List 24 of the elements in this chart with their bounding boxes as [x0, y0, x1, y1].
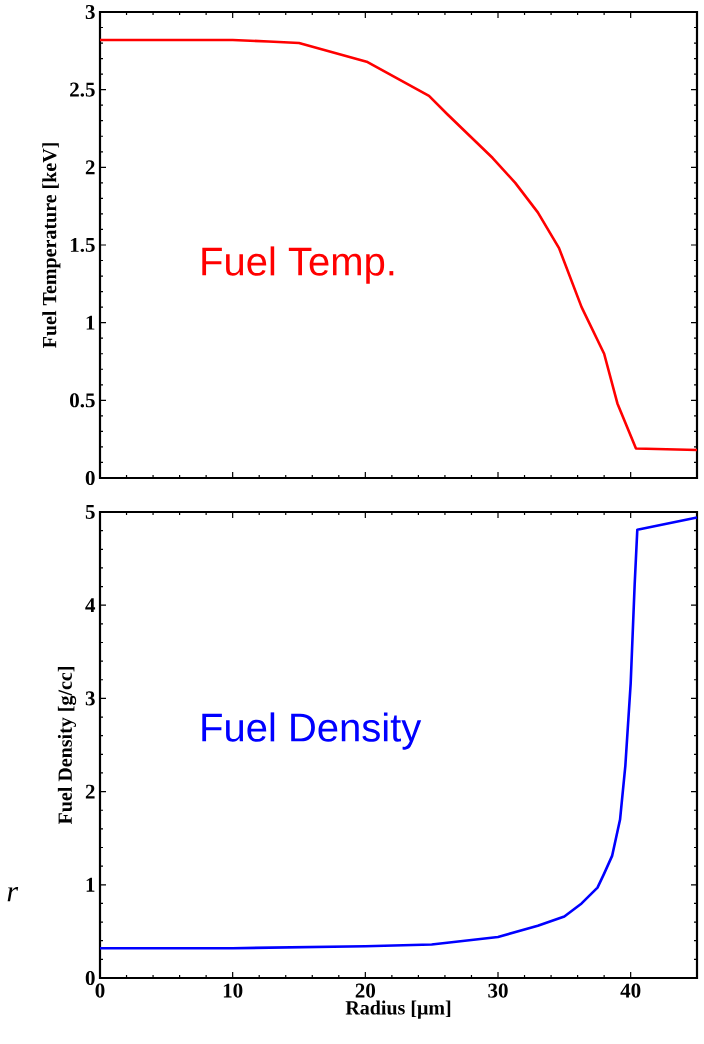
y-tick-label: 4	[85, 598, 96, 613]
y-tick-label: 5	[85, 505, 95, 519]
y-tick-label: 1.5	[70, 237, 95, 253]
y-tick-label: 1	[86, 877, 95, 892]
y-tick-label: 3	[85, 691, 95, 706]
x-tick-label: 10	[223, 983, 243, 998]
y-tick-label: 2.5	[70, 82, 95, 97]
y-tick-label: 0.5	[70, 393, 95, 408]
text: r	[7, 887, 19, 902]
y-axis-title: Fuel Density [g/cc]	[57, 667, 77, 825]
y-axis-title: Fuel Temperature [keV]	[42, 143, 61, 348]
x-tick-label: 40	[620, 983, 641, 998]
x-tick-label: 20	[355, 983, 376, 998]
y-tick-label: 0	[85, 970, 95, 986]
text: Fuel Density	[202, 712, 422, 750]
y-tick-label: 2	[85, 784, 95, 799]
y-tick-label: 3	[85, 4, 95, 20]
y-tick-label: 1	[86, 315, 95, 330]
x-tick-label: 30	[488, 983, 508, 998]
line-series	[98, 516, 699, 950]
y-tick-label: 2	[85, 160, 95, 175]
y-tick-label: 0	[85, 470, 95, 486]
text: Fuel Temp.	[202, 246, 394, 284]
x-axis-title: Radius [μm]	[345, 1000, 451, 1019]
